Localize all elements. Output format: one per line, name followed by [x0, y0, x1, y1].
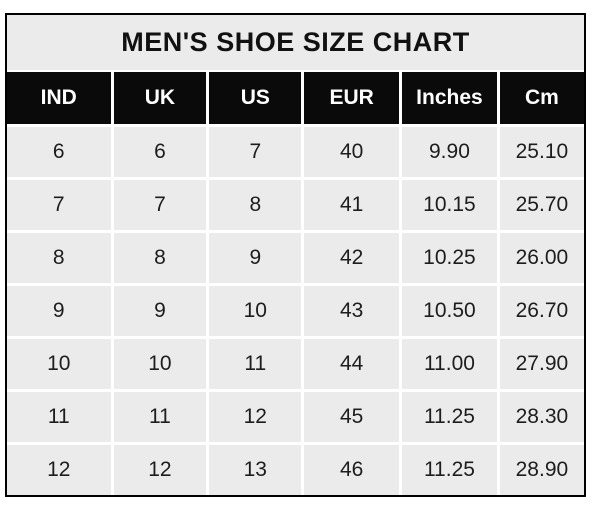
- table-cell: 11: [209, 339, 302, 389]
- table-cell: 43: [304, 286, 400, 336]
- table-cell: 9: [7, 286, 111, 336]
- table-cell: 9.90: [402, 127, 497, 177]
- table-cell: 7: [113, 180, 207, 230]
- table-cell: 27.90: [499, 339, 584, 389]
- table-cell: 7: [7, 180, 111, 230]
- table-cell: 10: [7, 339, 111, 389]
- table-cell: 12: [113, 445, 207, 495]
- table-cell: 12: [209, 392, 302, 442]
- column-header: US: [209, 72, 302, 124]
- table-cell: 40: [304, 127, 400, 177]
- table-cell: 10.15: [402, 180, 497, 230]
- table-cell: 46: [304, 445, 400, 495]
- table-cell: 12: [7, 445, 111, 495]
- table-cell: 8: [209, 180, 302, 230]
- table-cell: 11.25: [402, 392, 497, 442]
- table-cell: 25.10: [499, 127, 584, 177]
- table-cell: 6: [7, 127, 111, 177]
- table-cell: 45: [304, 392, 400, 442]
- chart-title: MEN'S SHOE SIZE CHART: [7, 15, 584, 70]
- table-cell: 10.50: [402, 286, 497, 336]
- column-header: UK: [113, 72, 207, 124]
- table-cell: 26.70: [499, 286, 584, 336]
- table-cell: 44: [304, 339, 400, 389]
- table-cell: 11: [113, 392, 207, 442]
- table-cell: 9: [209, 233, 302, 283]
- table-cell: 41: [304, 180, 400, 230]
- table-cell: 7: [209, 127, 302, 177]
- table-cell: 13: [209, 445, 302, 495]
- column-header: Cm: [499, 72, 584, 124]
- table-cell: 8: [113, 233, 207, 283]
- table-cell: 25.70: [499, 180, 584, 230]
- table-cell: 28.90: [499, 445, 584, 495]
- table-cell: 9: [113, 286, 207, 336]
- table-cell: 11: [7, 392, 111, 442]
- table-cell: 42: [304, 233, 400, 283]
- column-header: IND: [7, 72, 111, 124]
- table-cell: 11.25: [402, 445, 497, 495]
- table-cell: 10.25: [402, 233, 497, 283]
- table-grid: IND UK US EUR Inches Cm 6 6 7 40 9.90 25.10 7 7 8 41 10.…: [7, 72, 584, 495]
- column-header: EUR: [304, 72, 400, 124]
- table-cell: 8: [7, 233, 111, 283]
- table-cell: 10: [113, 339, 207, 389]
- table-cell: 28.30: [499, 392, 584, 442]
- column-header: Inches: [402, 72, 497, 124]
- table-cell: 6: [113, 127, 207, 177]
- table-cell: 26.00: [499, 233, 584, 283]
- table-cell: 11.00: [402, 339, 497, 389]
- table-cell: 10: [209, 286, 302, 336]
- shoe-size-chart-table: MEN'S SHOE SIZE CHART IND UK US EUR Inches Cm…: [5, 13, 586, 497]
